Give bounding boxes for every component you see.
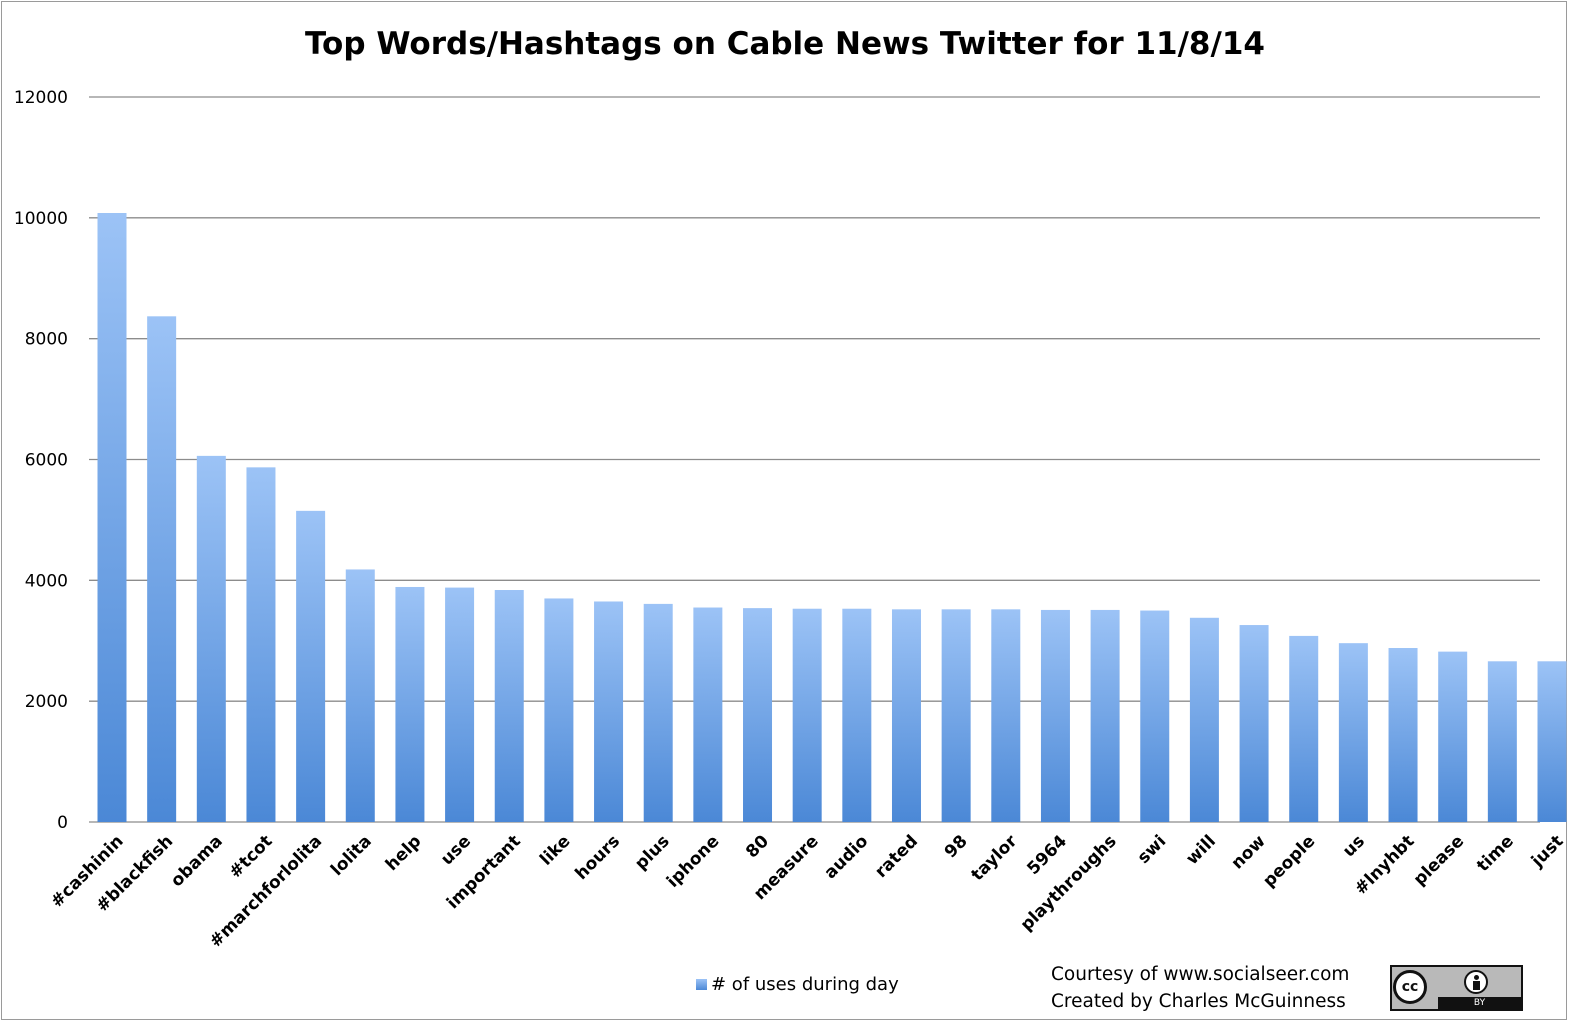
y-axis-tick-labels: 0 2000 4000 6000 8000 10000 12000 (14, 88, 68, 833)
x-tick-label: plus (631, 831, 674, 874)
bar-playthroughs (1090, 609, 1120, 822)
bar-lnyhbt (1388, 648, 1418, 822)
x-tick-label: lolita (327, 831, 376, 880)
bar-obama (196, 455, 226, 822)
bar-tcot (246, 467, 276, 822)
bar-please (1438, 651, 1468, 822)
legend-swatch (696, 979, 707, 990)
chart-title: Top Words/Hashtags on Cable News Twitter… (305, 26, 1265, 62)
x-tick-label: time (1473, 831, 1518, 876)
x-tick-label: obama (167, 831, 227, 891)
legend-label: # of uses during day (711, 974, 899, 995)
bar-80 (743, 608, 773, 822)
bar-taylor (991, 609, 1021, 822)
x-tick-label: 5964 (1023, 831, 1071, 879)
bar-now (1239, 625, 1269, 822)
attribution-person-icon (1464, 970, 1488, 994)
bar-blackfish (147, 316, 177, 822)
y-tick-label: 8000 (25, 330, 68, 350)
x-tick-label: 80 (742, 831, 773, 862)
x-tick-label: us (1339, 831, 1369, 861)
bar-important (494, 590, 524, 822)
y-tick-label: 0 (57, 813, 68, 833)
y-tick-label: 10000 (14, 209, 68, 229)
bar-swi (1140, 610, 1170, 822)
x-tick-label: now (1228, 831, 1270, 873)
x-tick-label: iphone (663, 831, 723, 891)
bar-98 (941, 609, 971, 822)
y-tick-label: 6000 (25, 451, 68, 471)
x-tick-label: audio (821, 831, 873, 883)
x-tick-label: people (1259, 831, 1319, 891)
bar-hours (594, 601, 624, 822)
credits-courtesy: Courtesy of www.socialseer.com (1051, 964, 1350, 985)
bar-iphone (693, 607, 723, 822)
creative-commons-by-badge: cc BY (1390, 965, 1523, 1011)
x-tick-label: like (536, 831, 574, 869)
bar-lolita (345, 569, 375, 822)
x-tick-label: 98 (941, 831, 972, 862)
bar-help (395, 586, 425, 822)
bar-rated (891, 609, 921, 822)
bar-marchforlolita (296, 510, 326, 822)
x-tick-label: swi (1134, 831, 1171, 868)
x-axis-tick-labels: #cashinin#blackfishobama#tcot#marchforlo… (47, 831, 1568, 952)
x-tick-label: please (1410, 831, 1468, 889)
bar-use (445, 587, 475, 822)
x-tick-label: just (1527, 831, 1567, 871)
bar-5964 (1040, 609, 1070, 822)
bar-plus (643, 603, 673, 822)
x-tick-label: help (382, 831, 426, 875)
bars (97, 213, 1567, 822)
bar-like (544, 598, 574, 822)
bar-time (1487, 661, 1517, 822)
bar-measure (792, 608, 822, 822)
x-tick-label: use (437, 831, 475, 869)
credits-author: Created by Charles McGuinness (1051, 991, 1346, 1012)
legend: # of uses during day (696, 974, 899, 995)
y-tick-label: 4000 (25, 571, 68, 591)
x-tick-label: hours (571, 831, 624, 884)
cc-icon: cc (1393, 970, 1427, 1004)
bar-just (1537, 661, 1567, 822)
bar-us (1338, 643, 1368, 822)
credits: Courtesy of www.socialseer.com Created b… (1051, 961, 1349, 1015)
x-tick-label: taylor (968, 831, 1022, 885)
x-tick-label: rated (871, 831, 922, 882)
bar-will (1189, 617, 1219, 822)
x-tick-label: will (1182, 831, 1220, 869)
bar-cashinin (97, 213, 127, 822)
y-tick-label: 12000 (14, 88, 68, 108)
bar-audio (842, 608, 872, 822)
y-tick-label: 2000 (25, 692, 68, 712)
cc-by-label: BY (1438, 997, 1521, 1009)
bar-people (1289, 635, 1319, 822)
